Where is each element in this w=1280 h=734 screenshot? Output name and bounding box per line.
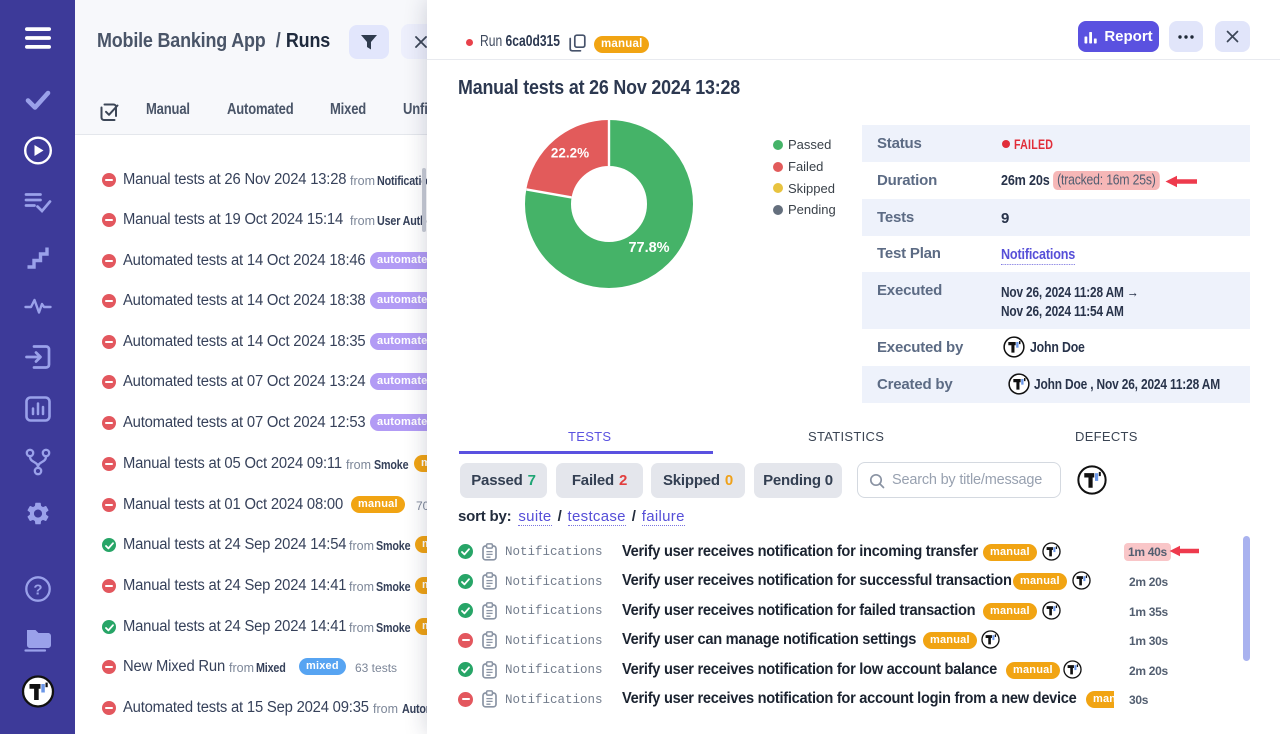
svg-text:?: ? [33,582,42,599]
svg-text:77.8%: 77.8% [628,240,669,256]
svg-text:22.2%: 22.2% [551,146,589,161]
